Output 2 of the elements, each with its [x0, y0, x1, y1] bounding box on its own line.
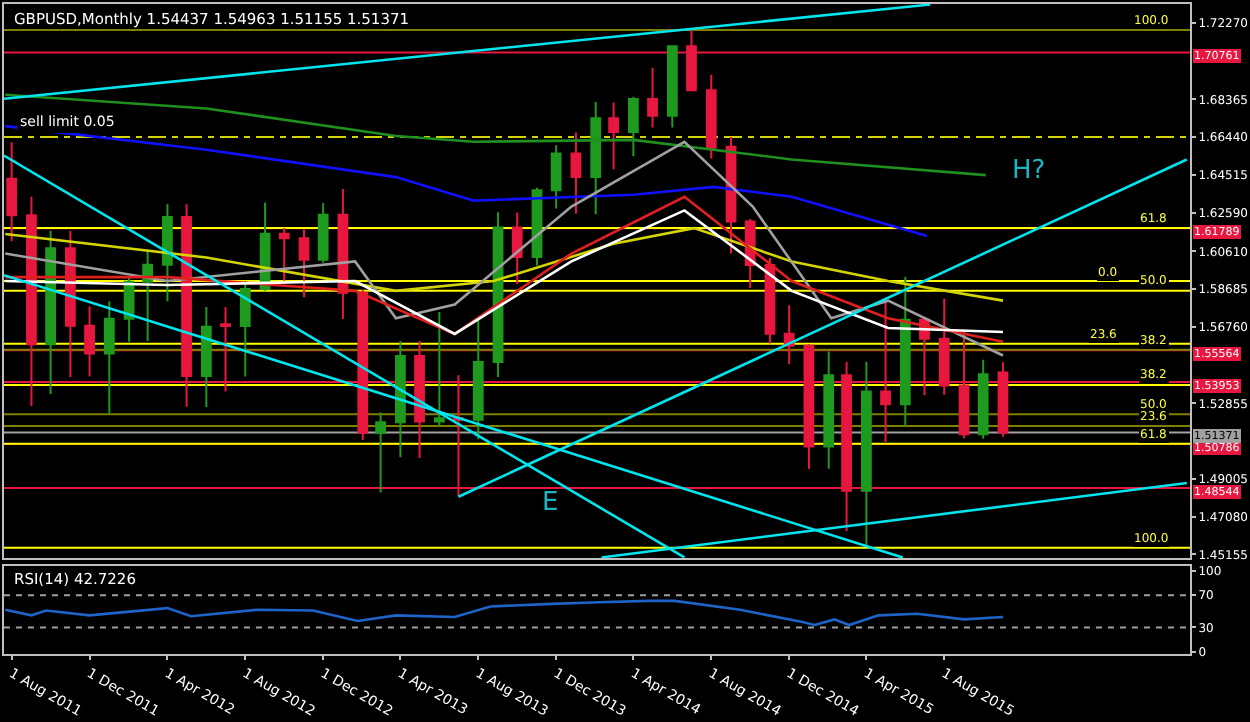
annotation: E [542, 488, 559, 518]
annotation: H? [1012, 156, 1046, 186]
